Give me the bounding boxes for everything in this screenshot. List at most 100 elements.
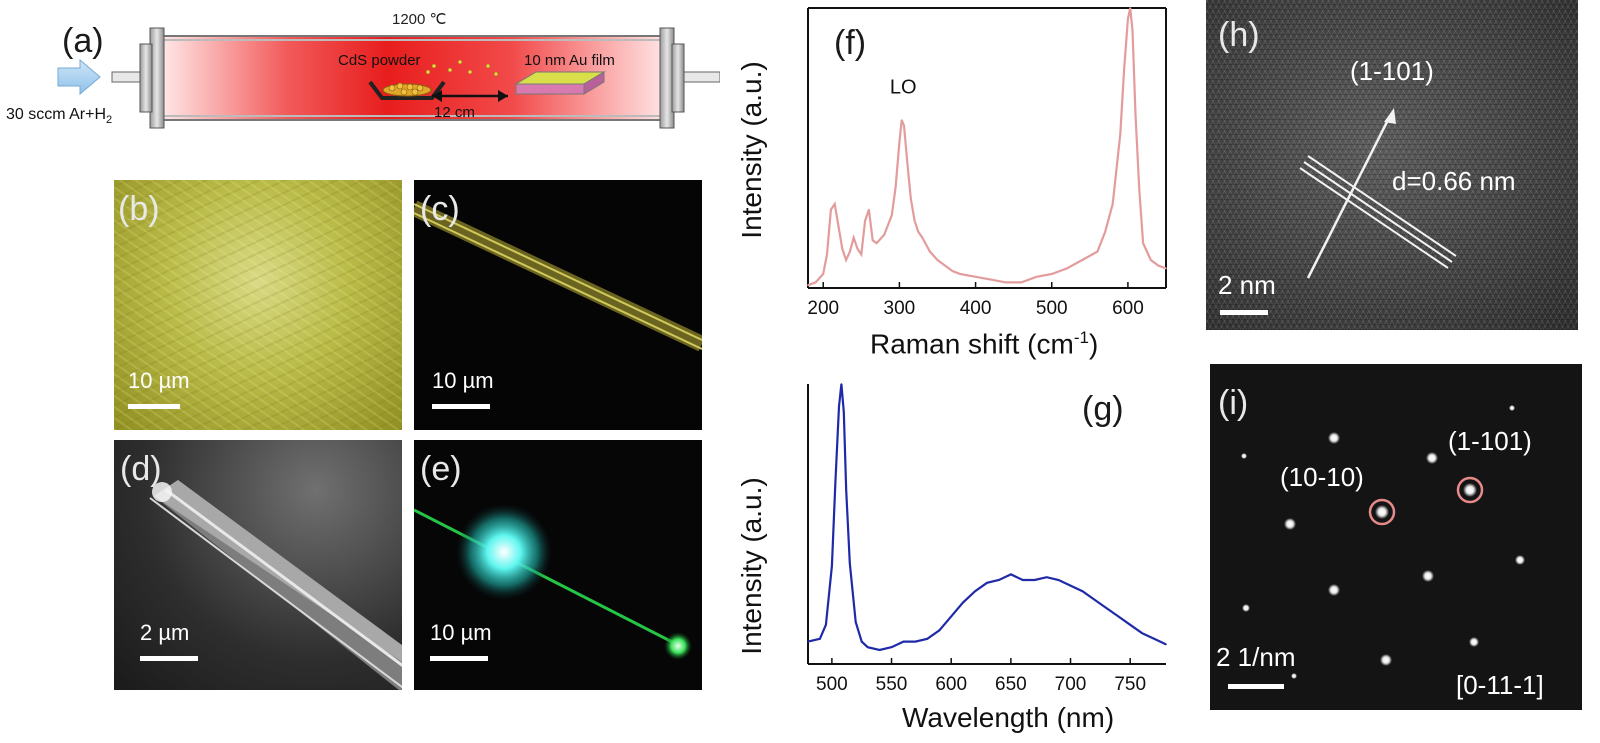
data-point	[1010, 573, 1012, 576]
data-point	[830, 208, 832, 211]
x-tick-label: 500	[1036, 298, 1068, 319]
panel-c-nanowire-image: (c) 10 µm	[414, 180, 702, 430]
left-flange-outer	[139, 43, 153, 113]
data-point	[974, 276, 977, 278]
data-point	[1105, 607, 1108, 609]
data-point	[998, 579, 1000, 581]
data-point	[841, 248, 844, 250]
panel-label-i: (i)	[1218, 384, 1249, 422]
panel-i-saed-image: (i) (10-10) (1-101) 2 1/nm [0-11-1]	[1210, 364, 1582, 710]
zone-axis-label: [0-11-1]	[1456, 670, 1544, 700]
panel-label-d: (d)	[120, 450, 162, 488]
x-tick-label: 200	[807, 298, 839, 319]
panel-label-h: (h)	[1218, 16, 1260, 54]
panel-f-raman-chart: 200 300 400 500 600 LO 2LO (f) Intensity (a.u.…	[730, 0, 1190, 372]
data-point	[1134, 113, 1137, 116]
data-point	[1165, 267, 1167, 270]
data-point	[852, 236, 855, 239]
x-tick-label: 300	[884, 298, 916, 319]
highlight-ring-1-101	[1456, 476, 1484, 504]
data-point	[1141, 632, 1143, 634]
panel-label-a: (a)	[62, 22, 104, 60]
x-tick-label: 550	[876, 674, 908, 695]
data-point	[1104, 231, 1106, 233]
data-point	[814, 281, 817, 284]
x-tick-label: 600	[935, 674, 967, 695]
data-point	[906, 158, 908, 160]
data-point	[1153, 638, 1155, 640]
data-point	[936, 259, 939, 261]
x-tick-label: 400	[960, 298, 992, 319]
data-point	[1093, 598, 1096, 601]
data-point	[926, 638, 929, 640]
d-spacing-label: d=0.66 nm	[1392, 166, 1516, 196]
data-point	[903, 124, 905, 127]
spectrum-line	[807, 383, 1167, 652]
saed-pattern	[1241, 405, 1525, 679]
data-point	[1142, 242, 1144, 244]
data-point	[845, 489, 847, 492]
data-point	[883, 234, 885, 236]
nanowire-c	[414, 200, 702, 352]
panel-g-pl-chart: 500 550 600 650 700 750 (g) Intensity (a.u.) …	[730, 372, 1190, 743]
panel-label-f: (f)	[834, 24, 867, 62]
substrate-label: 10 nm Au film	[524, 52, 615, 69]
data-point	[833, 203, 836, 205]
data-point	[1138, 189, 1141, 191]
right-flange-outer	[671, 43, 685, 113]
pl-chart-svg: 500 550 600 650 700 750	[807, 383, 1167, 695]
data-point	[840, 383, 843, 385]
data-point	[1022, 579, 1024, 581]
data-point	[986, 582, 988, 584]
data-point	[864, 220, 866, 222]
panel-e-pl-image: (e) 10 µm	[414, 440, 702, 690]
scale-bar-label-d: 2 µm	[140, 620, 190, 645]
x-tick-label: 700	[1055, 674, 1087, 695]
data-point	[819, 638, 821, 640]
lattice-annotation	[1299, 108, 1457, 279]
data-point	[950, 615, 952, 618]
data-point	[944, 264, 946, 267]
gas-label-text: 30 sccm Ar+H	[6, 106, 107, 123]
data-point	[1045, 576, 1048, 578]
data-point	[938, 629, 941, 632]
plane-label-h: (1-101)	[1350, 56, 1434, 86]
distance-label: 12 cm	[434, 104, 475, 121]
spot-label-1-101: (1-101)	[1448, 426, 1532, 456]
panel-a-schematic: (a) 1200 ℃	[0, 0, 720, 170]
data-point	[878, 649, 881, 651]
x-tick-label: 600	[1112, 298, 1144, 319]
data-point	[1035, 276, 1038, 278]
data-point	[1127, 18, 1129, 21]
data-point	[1081, 259, 1084, 261]
scale-bar-label-h: 2 nm	[1218, 270, 1276, 300]
data-point	[1005, 281, 1007, 284]
data-point	[1117, 615, 1120, 618]
peak-annotation: 2LO	[1111, 0, 1149, 3]
scale-bar-c	[432, 404, 490, 409]
data-point	[898, 141, 901, 144]
data-point	[951, 270, 954, 273]
pl-x-label-text: Wavelength (nm)	[902, 702, 1115, 733]
data-point	[1149, 259, 1152, 261]
data-point	[875, 242, 878, 244]
panel-label-e: (e)	[420, 450, 462, 488]
data-point	[974, 590, 976, 592]
data-point	[854, 621, 857, 623]
data-point	[860, 253, 863, 256]
data-point	[913, 220, 916, 222]
data-point	[900, 119, 903, 121]
x-tick-label: 650	[995, 674, 1027, 695]
data-point	[834, 481, 837, 483]
outlet-pipe	[679, 71, 720, 83]
source-label: CdS powder	[338, 52, 421, 69]
panel-label-b: (b)	[118, 190, 160, 228]
data-point	[1111, 203, 1114, 205]
data-point	[914, 640, 917, 643]
scale-bar-i	[1228, 684, 1284, 689]
data-point	[1081, 590, 1084, 592]
panel-label-g: (g)	[1082, 390, 1124, 428]
data-point	[1129, 624, 1131, 626]
data-point	[1020, 281, 1023, 284]
data-point	[1129, 7, 1131, 9]
